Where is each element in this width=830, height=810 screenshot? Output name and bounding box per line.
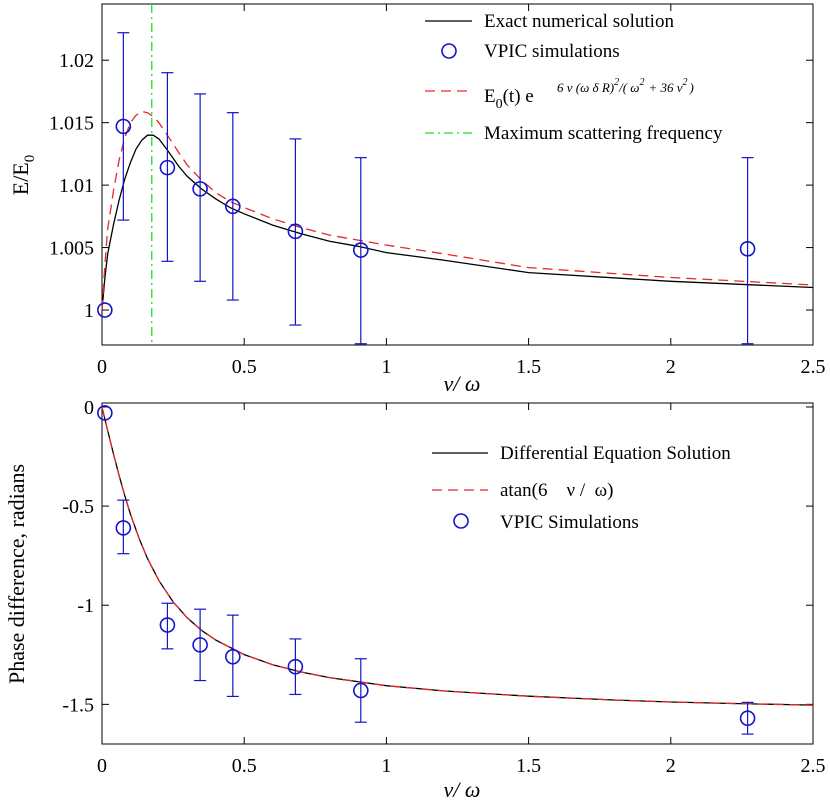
legend-label-vpic-bottom: VPIC Simulations xyxy=(500,512,639,533)
top-y-axis-label: E/E0 xyxy=(8,155,38,196)
bottom-vpic-point xyxy=(353,682,369,699)
top-x-tick-label: 1 xyxy=(381,356,391,378)
top-y-tick-label: 1.02 xyxy=(59,50,94,72)
formula-exp-sq2: 2 xyxy=(639,77,644,88)
top-y-tick-label: 1.005 xyxy=(49,238,94,260)
top-x-tick-label: 0.5 xyxy=(232,356,257,378)
bottom-vpic-point xyxy=(159,617,176,633)
legend-label-formula: E0(t) e xyxy=(484,86,534,112)
legend-label-maxfreq: Maximum scattering frequency xyxy=(484,123,723,144)
top-y-axis: 1 1.005 1.01 1.015 1.02 xyxy=(49,50,813,322)
bottom-x-tick-label: 0.5 xyxy=(232,755,257,777)
bottom-vpic-points xyxy=(97,405,756,735)
top-series-line-0 xyxy=(101,134,814,311)
bottom-y-axis-label: Phase difference, radians xyxy=(4,464,29,684)
legend-label-vpic: VPIC simulations xyxy=(484,41,620,62)
top-series-line-1 xyxy=(101,110,814,311)
bottom-x-tick-label: 1.5 xyxy=(516,755,541,777)
top-vpic-point xyxy=(739,241,756,257)
top-vpic-points xyxy=(97,32,756,345)
top-legend: Exact numerical solution VPIC simulation… xyxy=(425,11,723,144)
top-vpic-point xyxy=(353,242,369,258)
formula-exp-d: ) xyxy=(689,80,694,95)
bottom-y-tick-label: -1.5 xyxy=(62,694,94,716)
top-x-tick-label: 0 xyxy=(97,356,107,378)
bottom-vpic-point xyxy=(97,405,113,421)
top-plot-area-frame xyxy=(101,3,814,346)
legend-label-exact: Exact numerical solution xyxy=(484,11,674,32)
formula-exp-a: 6 ν (ω δ R) xyxy=(557,80,614,95)
top-vpic-point xyxy=(159,159,176,176)
top-x-axis-label: ν/ ω xyxy=(444,371,481,396)
legend-label-diff: Differential Equation Solution xyxy=(500,443,731,464)
bottom-x-tick-label: 2 xyxy=(666,755,676,777)
bottom-vpic-point xyxy=(192,637,208,653)
top-y-axis-label-main: E/E xyxy=(8,162,33,195)
formula-mid: (t) e xyxy=(503,86,534,107)
legend-swatch-vpic-bottom xyxy=(453,513,469,529)
bottom-y-tick-label: 0 xyxy=(84,397,94,419)
top-vpic-point xyxy=(192,181,208,197)
top-vpic-point xyxy=(115,118,132,135)
top-y-axis-label-sub: 0 xyxy=(22,155,38,163)
bottom-series-line-1 xyxy=(101,406,814,706)
top-vpic-point xyxy=(287,223,304,240)
top-x-axis: 0 0.5 1 1.5 2 2.5 xyxy=(97,4,826,378)
bottom-chart-panel: 0 0.5 1 1.5 2 2.5 0 -0.5 -1 -1.5 ν/ ω Phase diff… xyxy=(4,397,826,802)
top-series-lines xyxy=(101,110,814,311)
formula-exp-b: /( ω xyxy=(618,80,639,95)
bottom-plot-area-frame xyxy=(101,402,814,745)
bottom-vpic-point xyxy=(739,710,756,727)
formula-base: E xyxy=(484,86,496,107)
bottom-vpic-point xyxy=(115,520,132,536)
top-vpic-point xyxy=(225,198,241,215)
top-x-tick-label: 1.5 xyxy=(516,356,541,378)
top-y-tick-label: 1.01 xyxy=(59,175,94,197)
bottom-y-tick-label: -1 xyxy=(77,595,94,617)
bottom-x-axis-label: ν/ ω xyxy=(444,777,481,802)
bottom-x-tick-label: 1 xyxy=(381,755,391,777)
legend-swatch-vpic xyxy=(441,43,457,59)
bottom-x-tick-label: 0 xyxy=(97,755,107,777)
bottom-y-axis: 0 -0.5 -1 -1.5 xyxy=(62,397,813,716)
top-y-tick-label: 1 xyxy=(84,300,94,322)
top-x-tick-label: 2 xyxy=(666,356,676,378)
bottom-vpic-point xyxy=(225,648,241,665)
bottom-vpic-point xyxy=(287,658,304,675)
formula-exp-sq1: 2 xyxy=(614,77,619,88)
formula-sub: 0 xyxy=(496,97,503,112)
legend-label-atan: atan(6 ν / ω) xyxy=(500,480,613,501)
bottom-x-tick-label: 2.5 xyxy=(801,755,826,777)
top-x-tick-label: 2.5 xyxy=(801,356,826,378)
bottom-series-lines xyxy=(101,406,814,706)
top-y-tick-label: 1.015 xyxy=(49,113,94,135)
top-vpic-point xyxy=(97,302,113,318)
bottom-legend: Differential Equation Solution atan(6 ν … xyxy=(432,443,731,533)
formula-exp-c: + 36 ν xyxy=(648,80,682,95)
legend-formula-exponent: 6 ν (ω δ R)2/( ω2 + 36 ν2) xyxy=(557,77,694,95)
formula-exp-sq3: 2 xyxy=(683,77,688,88)
bottom-y-tick-label: -0.5 xyxy=(62,496,94,518)
